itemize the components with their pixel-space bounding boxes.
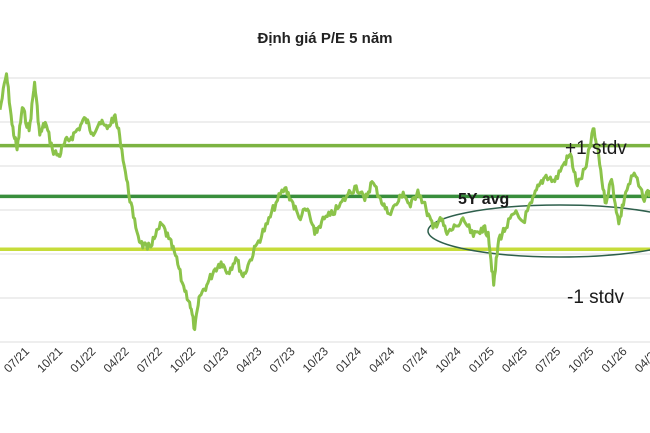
x-tick-label: 04/23 <box>233 344 264 375</box>
5y-avg-label: 5Y avg <box>458 191 509 208</box>
plus-1-stdv-label: +1 stdv <box>565 138 627 159</box>
x-tick-label: 04/22 <box>101 344 132 375</box>
x-tick-label: 01/22 <box>67 344 98 375</box>
avg-highlight-ellipse <box>427 204 650 258</box>
x-tick-label: 01/24 <box>333 344 364 375</box>
x-tick-label: 10/21 <box>34 344 65 375</box>
x-tick-label: 04/25 <box>499 344 530 375</box>
series-line-0 <box>0 72 650 331</box>
x-tick-label: 07/22 <box>134 344 165 375</box>
x-tick-label: 10/25 <box>565 344 596 375</box>
x-axis-ticks: 07/21 10/21 01/22 04/22 07/22 10/22 01/23 04/23… <box>1 344 650 375</box>
x-tick-label: 01/26 <box>599 344 630 375</box>
x-tick-label: 04/24 <box>366 344 397 375</box>
chart-title: Định giá P/E 5 năm <box>257 30 393 47</box>
x-tick-label: 07/25 <box>532 344 563 375</box>
x-tick-label: 07/21 <box>1 344 32 375</box>
x-tick-label: 07/23 <box>267 344 298 375</box>
x-tick-label: 10/24 <box>433 344 464 375</box>
x-tick-label: 10/23 <box>300 344 331 375</box>
x-tick-label: 01/23 <box>200 344 231 375</box>
gridlines <box>0 77 650 343</box>
minus-1-stdv-label: -1 stdv <box>567 287 625 308</box>
pe-series <box>0 72 650 331</box>
x-tick-label: 01/25 <box>466 344 497 375</box>
x-tick-label: 10/22 <box>167 344 198 375</box>
x-tick-label: 07/24 <box>399 344 430 375</box>
reference-lines <box>0 143 650 251</box>
x-tick-label: 04/26 <box>632 344 650 375</box>
